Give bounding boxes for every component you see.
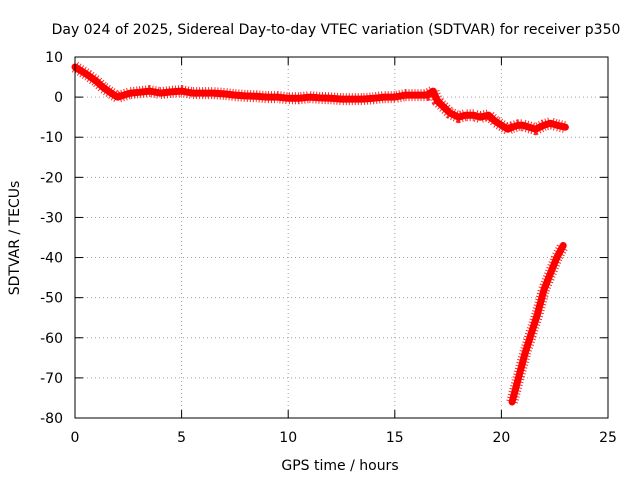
data-point (210, 90, 217, 97)
data-point (485, 112, 492, 119)
data-point (93, 78, 100, 85)
data-point (515, 122, 522, 129)
data-point (541, 122, 547, 129)
data-point (127, 90, 134, 97)
x-tick-label: 5 (177, 430, 186, 446)
data-point (534, 310, 541, 317)
data-point (430, 88, 437, 95)
x-tick-label: 0 (71, 430, 80, 446)
data-point (327, 95, 334, 102)
data-point (359, 96, 366, 103)
data-point (274, 94, 281, 101)
series-noise-band-2 (506, 242, 569, 404)
data-point (470, 112, 477, 119)
tick-marks (74, 56, 609, 419)
x-tick-label: 10 (279, 430, 297, 446)
x-tick-label: 20 (492, 430, 510, 446)
data-point (136, 89, 142, 96)
y-tick-label: -70 (40, 371, 63, 387)
data-point (447, 110, 454, 117)
data-point (349, 96, 356, 103)
data-point (306, 94, 313, 101)
data-point (285, 95, 292, 102)
y-tick-label: 10 (45, 50, 63, 66)
data-point (189, 90, 196, 97)
data-point (560, 242, 567, 249)
data-point (157, 90, 164, 97)
y-tick-label: -60 (40, 331, 63, 347)
data-point (78, 68, 85, 74)
chart-title: Day 024 of 2025, Sidereal Day-to-day VTE… (52, 22, 621, 38)
data-point (413, 92, 420, 99)
data-point (242, 92, 249, 99)
data-point (253, 93, 260, 100)
data-point (562, 124, 569, 131)
data-point (515, 374, 522, 381)
data-point (146, 88, 153, 95)
data-point (263, 94, 270, 101)
data-point (528, 330, 535, 337)
data-point (547, 120, 554, 127)
data-point (492, 118, 498, 125)
grid-lines (75, 57, 608, 418)
data-point (381, 94, 388, 101)
x-axis-label: GPS time / hours (281, 458, 398, 474)
y-tick-label: -40 (40, 251, 63, 267)
y-tick-label: -30 (40, 210, 63, 226)
data-point (440, 104, 447, 111)
y-tick-label: -20 (40, 170, 63, 186)
data-point (455, 114, 462, 121)
data-point (547, 270, 554, 277)
data-point (423, 92, 430, 99)
data-point (553, 254, 560, 261)
data-point (402, 92, 409, 99)
x-tick-label: 15 (386, 430, 404, 446)
data-point (84, 72, 91, 79)
data-series (71, 61, 569, 406)
y-tick-label: -80 (40, 411, 63, 427)
data-point (519, 122, 526, 129)
x-tick-labels: 0 5 10 15 20 25 (71, 430, 617, 446)
data-point (434, 98, 441, 105)
data-point (370, 95, 377, 102)
y-tick-label: -10 (40, 130, 63, 146)
data-point (295, 95, 302, 102)
data-point (391, 94, 398, 101)
data-point (199, 90, 206, 97)
y-tick-labels: 10 0 -10 -20 -30 -40 -50 -60 -70 -80 (40, 50, 63, 427)
data-point (114, 94, 121, 101)
data-point (99, 84, 106, 91)
data-point (526, 124, 533, 131)
x-tick-label: 25 (599, 430, 617, 446)
data-point (178, 88, 185, 95)
data-point (477, 114, 484, 121)
data-point (521, 350, 528, 357)
data-point (121, 92, 127, 99)
data-point (338, 96, 345, 103)
data-point (231, 92, 238, 99)
data-point (221, 90, 228, 97)
data-point (553, 122, 560, 129)
data-point (541, 286, 547, 293)
data-point (498, 122, 505, 129)
data-point (108, 90, 115, 97)
plot-frame (74, 56, 609, 419)
data-point (509, 399, 516, 405)
data-point (167, 88, 174, 95)
data-point (317, 94, 324, 101)
series-noise-band-1 (71, 61, 567, 136)
data-point (509, 124, 516, 131)
y-axis-label: SDTVAR / TECUs (7, 181, 23, 296)
data-point (462, 112, 469, 119)
y-tick-label: 0 (54, 90, 63, 106)
data-point (532, 126, 539, 133)
y-tick-label: -50 (40, 291, 63, 307)
